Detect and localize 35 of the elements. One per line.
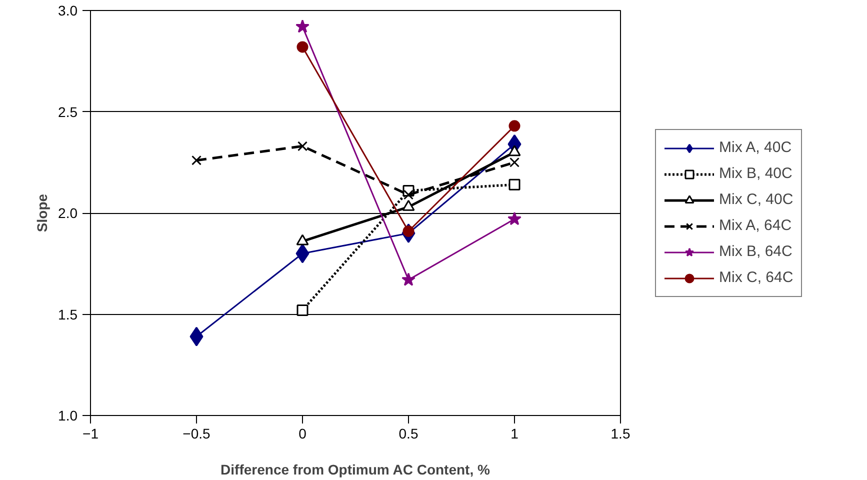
legend-label: Mix B, 64C (719, 243, 792, 260)
point (296, 304, 308, 316)
legend-label: Mix B, 40C (719, 165, 792, 182)
legend-label: Mix C, 40C (719, 191, 794, 208)
legend-label: Mix A, 40C (719, 139, 792, 156)
point (508, 145, 521, 156)
point (298, 141, 308, 152)
point (192, 155, 202, 166)
point (508, 120, 520, 132)
point (296, 19, 310, 33)
x-tick-label: 1.5 (610, 426, 630, 442)
y-tick-label: 2.5 (58, 104, 78, 120)
y-tick-label: 1.5 (58, 306, 78, 322)
x-tick-label: −0.5 (182, 426, 211, 442)
x-axis-title: Difference from Optimum AC Content, % (220, 462, 490, 478)
point (402, 272, 416, 286)
y-tick-label: 3.0 (58, 2, 78, 18)
x-tick-label: 1 (510, 426, 519, 442)
legend-label: Mix C, 64C (719, 269, 794, 286)
point (508, 178, 520, 190)
x-tick-label: −1 (82, 426, 99, 442)
point (510, 157, 520, 168)
y-tick-label: 1.0 (58, 408, 78, 424)
point (296, 41, 308, 53)
point (296, 244, 310, 264)
point (296, 234, 309, 246)
y-tick-label: 2.0 (58, 205, 78, 221)
x-tick-label: 0 (298, 426, 307, 442)
point (190, 326, 204, 346)
x-tick-label: 0.5 (398, 426, 418, 442)
y-axis-title: Slope (34, 194, 50, 232)
point (404, 190, 414, 200)
legend-label: Mix A, 64C (719, 217, 792, 234)
point (508, 212, 522, 226)
point (402, 200, 415, 211)
